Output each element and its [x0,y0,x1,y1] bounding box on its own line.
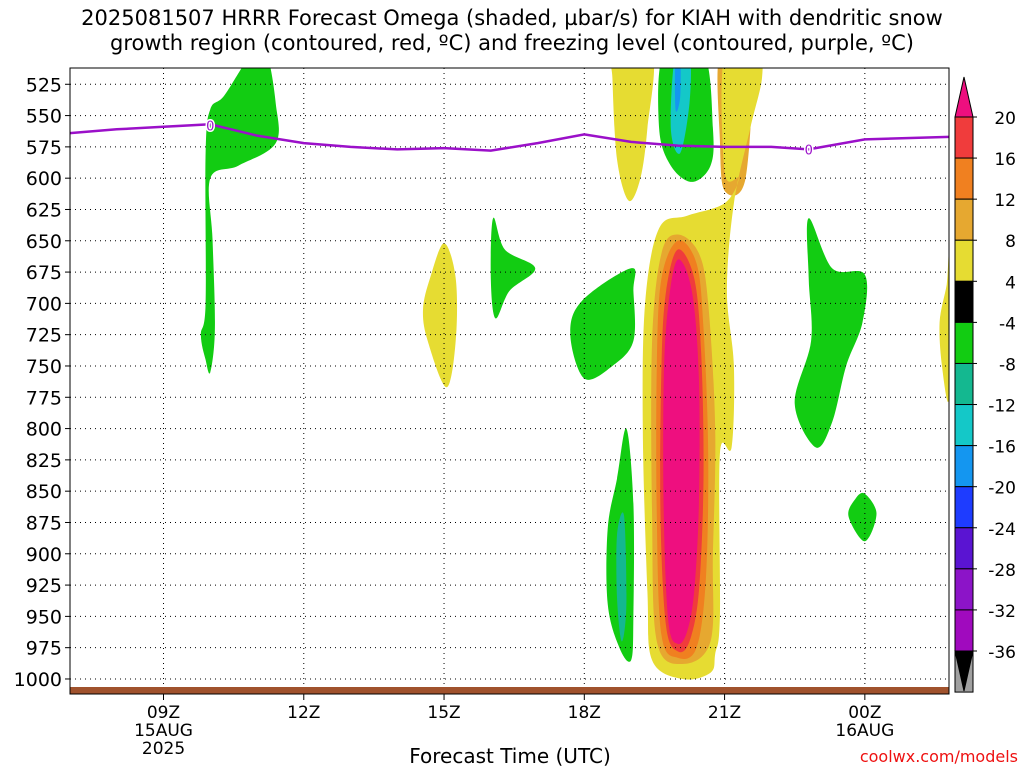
colorbar-box [954,568,974,611]
colorbar-label: -32 [988,602,1016,622]
y-tick-label: 825 [26,450,62,472]
y-tick-label: 700 [26,293,62,315]
y-tick-label: 750 [26,356,62,378]
colorbar-box [954,239,974,282]
colorbar-label: -20 [988,479,1016,499]
y-tick-label: 900 [26,544,62,566]
x-tick-label: 2025 [142,739,185,759]
y-tick-label: 725 [26,325,62,347]
y-tick-label: 650 [26,231,62,253]
omega-region-green [794,218,868,448]
chart-title: 2025081507 HRRR Forecast Omega (shaded, … [0,6,1024,56]
x-tick-label: 09Z [147,703,180,723]
omega-region-green [490,217,536,319]
colorbar-label: -4 [999,314,1016,334]
colorbar-box [954,198,974,241]
x-tick-label: 12Z [287,703,320,723]
colorbar-label: -36 [988,643,1016,663]
colorbar-label: -12 [988,397,1016,417]
colorbar-label: -16 [988,438,1016,458]
colorbar-label: 4 [1005,273,1016,293]
y-tick-label: 800 [26,419,62,441]
y-tick-label: 925 [26,575,62,597]
omega-region-teal [616,512,627,642]
y-tick-label: 550 [26,106,62,128]
y-tick-label: 875 [26,512,62,534]
y-tick-label: 525 [26,74,62,96]
omega-region-yellow [939,254,949,402]
colorbar-box [954,486,974,529]
colorbar-top-arrow [954,76,974,118]
colorbar-label: 20 [994,109,1016,129]
colorbar-box [954,362,974,406]
freezing-level-label: 0 [805,143,813,158]
omega-region-green [848,492,877,542]
x-tick-label: 00Z [848,703,881,723]
colorbar-label: -24 [988,520,1016,540]
x-tick-label: 16AUG [835,721,894,741]
y-tick-label: 625 [26,199,62,221]
y-tick-label: 575 [26,137,62,159]
colorbar-label: 12 [994,191,1016,211]
omega-region-yellow [422,243,458,388]
colorbar-box [954,157,974,200]
y-tick-label: 850 [26,481,62,503]
freezing-level-label: 0 [206,120,214,135]
colorbar-box [954,527,974,570]
y-tick-label: 675 [26,262,62,284]
colorbar-box [954,445,974,488]
y-tick-label: 950 [26,606,62,628]
colorbar-label: -8 [999,355,1016,375]
x-tick-label: 18Z [568,703,601,723]
x-axis-label: Forecast Time (UTC) [409,744,611,768]
omega-region-yellow [611,68,655,202]
colorbar-box [954,321,974,364]
x-tick-label: 15AUG [134,721,193,741]
colorbar-label: -28 [988,561,1016,581]
title-line-2: growth region (contoured, red, ºC) and f… [110,31,914,55]
plot-frame [69,67,950,695]
omega-region-lightblue [674,68,681,112]
title-line-1: 2025081507 HRRR Forecast Omega (shaded, … [81,6,943,30]
omega-region-green [200,68,279,374]
y-tick-label: 600 [26,168,62,190]
y-tick-label: 975 [26,638,62,660]
x-tick-label: 21Z [708,703,741,723]
colorbar-label: 8 [1005,232,1016,252]
credit-link[interactable]: coolwx.com/models [859,747,1018,766]
ground-strip [70,687,949,694]
colorbar-box [954,116,974,159]
y-tick-label: 1000 [14,669,62,691]
freezing-level-line [70,123,949,152]
y-tick-label: 775 [26,387,62,409]
omega-region-green [570,268,636,380]
omega-region-pink [663,259,700,645]
colorbar-bottom-arrow [954,650,974,692]
colorbar-box [954,404,974,447]
colorbar-label: 16 [994,150,1016,170]
x-tick-label: 15Z [427,703,460,723]
colorbar-box [954,280,974,323]
colorbar-box [954,609,974,652]
